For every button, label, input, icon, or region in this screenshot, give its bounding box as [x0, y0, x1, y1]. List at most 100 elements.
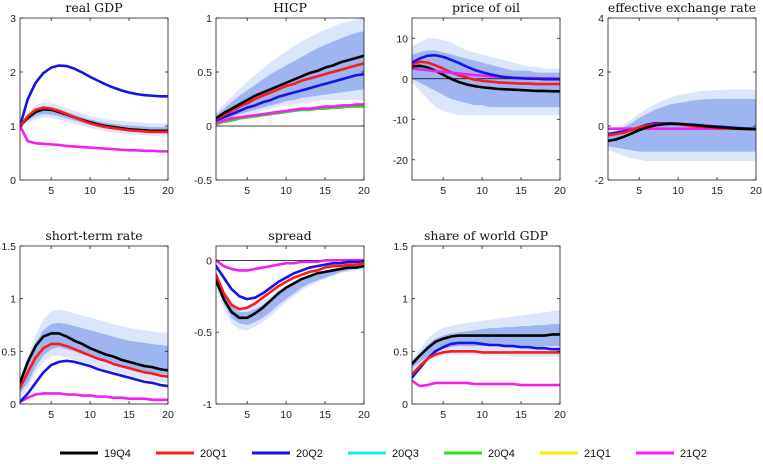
legend-item-21Q2: 21Q2 — [636, 448, 707, 460]
plot-area — [608, 89, 756, 162]
x-tick-label: 5 — [48, 185, 54, 197]
y-tick-label: -0.5 — [194, 175, 212, 187]
y-tick-label: -20 — [393, 155, 408, 167]
x-tick-label: 5 — [636, 185, 642, 197]
legend-label: 21Q1 — [584, 448, 611, 460]
x-tick-label: 20 — [358, 409, 370, 421]
y-tick-label: 0 — [10, 399, 16, 411]
y-tick-label: 1.5 — [393, 241, 408, 253]
x-tick-label: 20 — [162, 185, 174, 197]
plot-area — [412, 38, 560, 116]
panel-6: 5 10 15 20 0 0.5 1 1.5 share of world GDP — [393, 228, 566, 421]
panel-5: 5 10 15 20 -1 -0.5 0 spread — [194, 228, 370, 421]
axes-frame — [411, 17, 561, 181]
legend-label: 20Q2 — [296, 448, 323, 460]
y-tick-label: -2 — [595, 175, 604, 187]
axes-frame — [19, 17, 169, 181]
x-tick-label: 20 — [750, 185, 762, 197]
panel-title: short-term rate — [45, 228, 142, 243]
y-tick-label: 0 — [206, 121, 212, 133]
y-tick-label: 1 — [10, 121, 16, 133]
legend-label: 20Q4 — [488, 448, 515, 460]
x-tick-label: 5 — [440, 409, 446, 421]
plot-area — [20, 64, 168, 153]
y-tick-label: 3 — [10, 13, 16, 25]
series-line-20Q2 — [412, 53, 560, 81]
x-tick-label: 15 — [123, 185, 135, 197]
series-line-20Q2 — [412, 341, 560, 379]
series-line-19Q4 — [412, 333, 560, 366]
x-tick-label: 15 — [711, 185, 723, 197]
series-line-20Q2 — [216, 260, 364, 301]
band-inner — [216, 264, 364, 325]
y-tick-label: 2 — [10, 67, 16, 79]
plot-area — [412, 310, 560, 388]
series-line-20Q2 — [20, 64, 168, 128]
x-tick-label: 10 — [280, 409, 292, 421]
x-tick-label: 10 — [476, 409, 488, 421]
series-line-19Q4 — [216, 54, 364, 120]
series-line-21Q2 — [216, 259, 364, 272]
panel-title: effective exchange rate — [608, 0, 756, 15]
x-tick-label: 10 — [476, 185, 488, 197]
plot-area — [216, 18, 364, 127]
y-tick-label: -1 — [203, 399, 212, 411]
series-line-20Q2 — [20, 359, 168, 404]
legend-label: 20Q3 — [392, 448, 419, 460]
legend-item-20Q3: 20Q3 — [348, 448, 419, 460]
x-tick-label: 10 — [280, 185, 292, 197]
legend-item-21Q1: 21Q1 — [540, 448, 611, 460]
legend-label: 20Q1 — [200, 448, 227, 460]
legend-item-20Q4: 20Q4 — [444, 448, 515, 460]
x-tick-label: 10 — [84, 409, 96, 421]
axes-frame — [215, 245, 365, 405]
panel-title: real GDP — [65, 0, 122, 15]
legend-item-20Q2: 20Q2 — [252, 448, 323, 460]
panel-2: 5 10 15 20 -20 -10 0 10 price of oil — [393, 0, 566, 197]
y-tick-label: 1 — [10, 294, 16, 306]
x-tick-label: 5 — [48, 409, 54, 421]
x-tick-label: 15 — [319, 185, 331, 197]
series-line-20Q1 — [216, 62, 364, 121]
x-tick-label: 20 — [358, 185, 370, 197]
y-tick-label: 0.5 — [1, 346, 16, 358]
series-line-20Q1 — [412, 350, 560, 376]
y-tick-label: 10 — [396, 33, 408, 45]
panel-title: price of oil — [452, 0, 520, 15]
x-tick-label: 15 — [515, 409, 527, 421]
y-tick-label: 0.5 — [197, 67, 212, 79]
y-tick-label: 0 — [206, 255, 212, 267]
legend-label: 19Q4 — [104, 448, 131, 460]
plot-area — [20, 309, 168, 404]
panel-1: 5 10 15 20 -0.5 0 0.5 1 HICP — [194, 0, 370, 197]
x-tick-label: 5 — [244, 185, 250, 197]
x-tick-label: 15 — [515, 185, 527, 197]
series-line-21Q2 — [216, 103, 364, 125]
y-tick-label: -0.5 — [194, 327, 212, 339]
y-tick-label: 0 — [402, 399, 408, 411]
series-line-20Q1 — [412, 60, 560, 86]
y-tick-label: 1.5 — [1, 241, 16, 253]
series-line-20Q1 — [20, 106, 168, 134]
y-tick-label: 1 — [402, 294, 408, 306]
panel-title: share of world GDP — [424, 228, 548, 243]
band-inner — [20, 322, 168, 394]
legend-item-19Q4: 19Q4 — [60, 448, 131, 460]
axes-frame — [215, 17, 365, 181]
x-tick-label: 20 — [554, 409, 566, 421]
panel-title: HICP — [273, 0, 307, 15]
y-tick-label: -10 — [393, 114, 408, 126]
panel-4: 5 10 15 20 0 0.5 1 1.5 short-term rate — [1, 228, 174, 421]
x-tick-label: 5 — [244, 409, 250, 421]
band-inner — [412, 323, 560, 369]
y-tick-label: 1 — [206, 13, 212, 25]
series-line-19Q4 — [608, 122, 756, 143]
x-tick-label: 15 — [123, 409, 135, 421]
legend-label: 21Q2 — [680, 448, 707, 460]
y-tick-label: 0 — [10, 175, 16, 187]
series-line-21Q2 — [412, 379, 560, 388]
axes-frame — [411, 245, 561, 405]
plot-area — [216, 259, 364, 331]
